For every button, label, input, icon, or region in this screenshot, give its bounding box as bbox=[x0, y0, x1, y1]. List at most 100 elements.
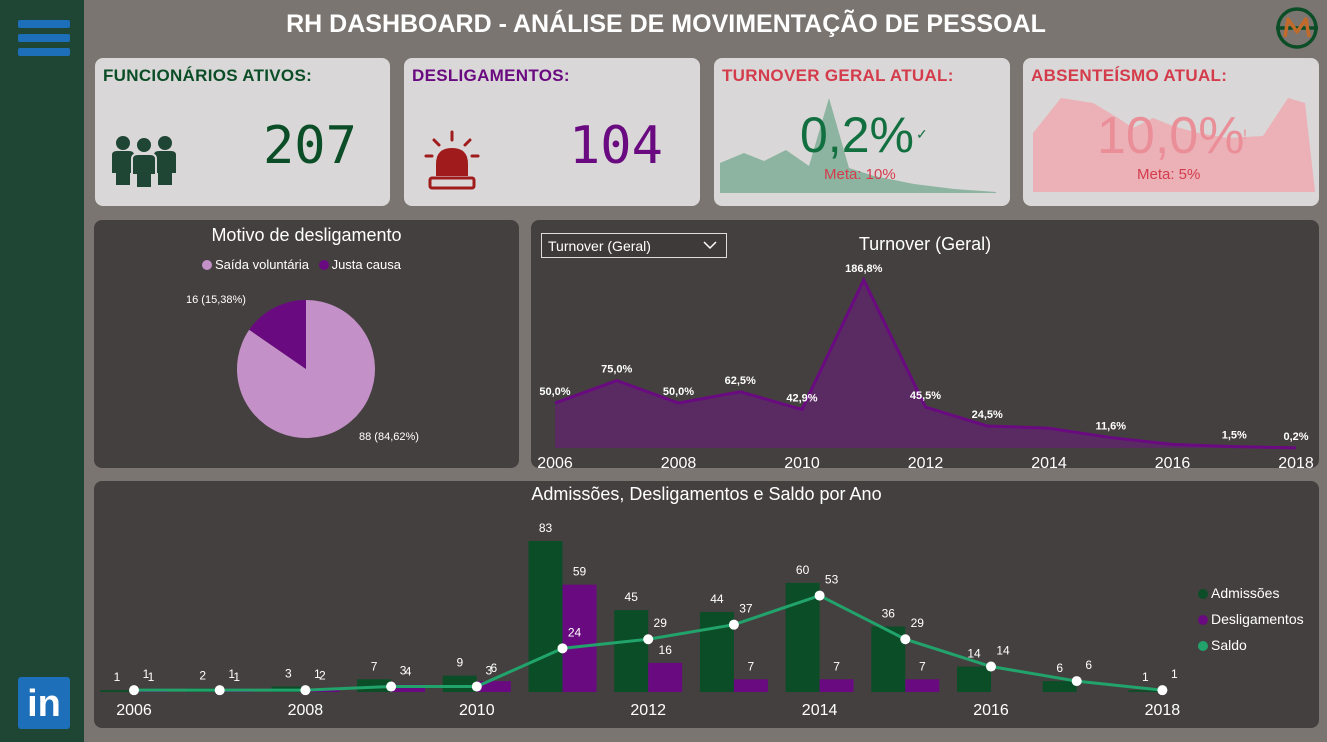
hamburger-menu-icon[interactable] bbox=[18, 20, 70, 62]
bar-dismissals[interactable] bbox=[819, 679, 854, 692]
turnover-title: Turnover (Geral) bbox=[858, 234, 992, 254]
balance-point[interactable] bbox=[129, 685, 139, 696]
bar-admissions[interactable] bbox=[785, 582, 820, 692]
bar-admissions-label: 83 bbox=[539, 521, 553, 535]
kpi-turnover-status: ✓ bbox=[916, 126, 928, 142]
turnover-data-label: 62,5% bbox=[725, 375, 756, 387]
turnover-data-label: 11,6% bbox=[1095, 421, 1126, 433]
balance-label: 29 bbox=[654, 616, 668, 630]
turnover-x-tick: 2012 bbox=[908, 455, 944, 468]
balance-point[interactable] bbox=[300, 685, 311, 696]
bar-admissions[interactable] bbox=[1042, 681, 1077, 692]
bar-dismissals[interactable] bbox=[391, 684, 426, 692]
bar-admissions[interactable] bbox=[528, 541, 563, 692]
bar-dismissals-label: 1 bbox=[148, 670, 155, 684]
bar-admissions-label: 3 bbox=[285, 667, 292, 681]
balance-label: 3 bbox=[485, 664, 492, 678]
kpi-dismissals-card: DESLIGAMENTOS: 104 bbox=[404, 58, 700, 206]
bar-admissions-label: 1 bbox=[114, 670, 121, 684]
pie-slice-just-cause[interactable] bbox=[249, 300, 306, 369]
legend-dot-voluntary bbox=[202, 260, 212, 270]
turnover-dropdown-value: Turnover (Geral) bbox=[548, 238, 651, 254]
bar-admissions-label: 60 bbox=[796, 563, 810, 577]
bar-dismissals[interactable] bbox=[476, 681, 511, 692]
bar-dismissals[interactable] bbox=[905, 679, 940, 692]
balance-point[interactable] bbox=[643, 634, 654, 645]
bar-dismissals-label: 16 bbox=[659, 643, 673, 657]
bar-dismissals-label: 1 bbox=[233, 670, 240, 684]
balance-point[interactable] bbox=[814, 590, 825, 601]
balance-label: 1 bbox=[228, 667, 235, 681]
bar-x-tick: 2008 bbox=[288, 702, 324, 719]
pie-label-just-cause: 16 (15,38%) bbox=[186, 294, 246, 306]
kpi-turnover-label: TURNOVER GERAL ATUAL: bbox=[722, 66, 954, 85]
kpi-active-value: 207 bbox=[263, 116, 357, 176]
bar-admissions[interactable] bbox=[614, 610, 649, 692]
bar-x-tick: 2012 bbox=[630, 702, 666, 719]
balance-label: 53 bbox=[825, 573, 839, 587]
bar-dismissals[interactable] bbox=[733, 679, 768, 692]
balance-point[interactable] bbox=[900, 634, 911, 645]
bar-admissions-label: 6 bbox=[1056, 661, 1063, 675]
kpi-absenteeism-card: ABSENTEÍSMO ATUAL: 10,0% ! Meta: 5% bbox=[1023, 58, 1319, 206]
alarm-siren-icon bbox=[424, 130, 480, 190]
balance-point[interactable] bbox=[386, 681, 397, 692]
bar-dismissals-label: 4 bbox=[405, 665, 412, 679]
linkedin-icon[interactable]: in bbox=[18, 677, 70, 729]
bar-x-tick: 2006 bbox=[116, 702, 152, 719]
turnover-data-label: 42,9% bbox=[786, 392, 817, 404]
turnover-x-tick: 2010 bbox=[784, 455, 820, 468]
balance-label: 6 bbox=[1085, 658, 1092, 672]
turnover-sparkline bbox=[720, 98, 996, 193]
bar-dismissals-label: 7 bbox=[748, 659, 755, 673]
turnover-area-chart: 50,0% 75,0% 50,0% 62,5% 42,9% 186,8% 45,5% 24,5… bbox=[537, 263, 1314, 468]
bar-dismissals[interactable] bbox=[562, 584, 597, 692]
page-title: RH DASHBOARD - ANÁLISE DE MOVIMENTAÇÃO D… bbox=[286, 10, 1046, 38]
bar-admissions-label: 44 bbox=[710, 592, 724, 606]
bar-admissions[interactable] bbox=[100, 690, 134, 692]
balance-point[interactable] bbox=[471, 681, 482, 692]
kpi-active-label: FUNCIONÁRIOS ATIVOS: bbox=[103, 66, 313, 85]
balance-point[interactable] bbox=[214, 685, 225, 696]
pie-chart: 16 (15,38%) 88 (84,62%) bbox=[186, 294, 419, 443]
turnover-panel: Turnover (Geral) Turnover (Geral) 50,0% 7… bbox=[531, 220, 1319, 468]
turnover-data-label: 75,0% bbox=[601, 364, 632, 376]
bar-admissions-label: 45 bbox=[625, 590, 639, 604]
people-group-icon bbox=[112, 136, 176, 188]
bar-admissions[interactable] bbox=[1128, 690, 1163, 692]
m-logo-icon bbox=[1276, 7, 1318, 49]
kpi-dismissals-label: DESLIGAMENTOS: bbox=[412, 66, 570, 85]
bar-admissions[interactable] bbox=[699, 611, 734, 692]
sidebar: in bbox=[0, 0, 84, 742]
bar-dismissals-label: 7 bbox=[919, 659, 926, 673]
turnover-data-label: 24,5% bbox=[972, 409, 1003, 421]
balance-point[interactable] bbox=[986, 661, 996, 672]
balance-label: 14 bbox=[996, 644, 1010, 658]
bar-admissions-label: 9 bbox=[456, 656, 463, 670]
bar-legend: Admissões Desligamentos Saldo bbox=[1198, 580, 1304, 658]
balance-point[interactable] bbox=[728, 619, 739, 630]
bar-admissions-label: 7 bbox=[371, 659, 378, 673]
bar-dismissals[interactable] bbox=[648, 662, 683, 692]
bar-x-tick: 2018 bbox=[1145, 702, 1181, 719]
bar-title: Admissões, Desligamentos e Saldo por Ano bbox=[531, 484, 882, 504]
balance-label: 1 bbox=[1171, 667, 1178, 681]
turnover-data-label: 45,5% bbox=[910, 390, 941, 402]
kpi-active-card: FUNCIONÁRIOS ATIVOS: 207 bbox=[95, 58, 390, 206]
pie-legend-just-cause: Justa causa bbox=[331, 257, 401, 272]
bar-admissions-label: 14 bbox=[967, 647, 981, 661]
bar-dismissals-label: 2 bbox=[319, 668, 326, 682]
legend-dismissals: Desligamentos bbox=[1198, 606, 1304, 632]
kpi-absenteeism-label: ABSENTEÍSMO ATUAL: bbox=[1031, 66, 1228, 85]
bar-admissions[interactable] bbox=[442, 675, 477, 692]
pie-label-voluntary: 88 (84,62%) bbox=[359, 431, 419, 443]
turnover-line bbox=[554, 276, 1297, 450]
absenteeism-sparkline bbox=[1033, 98, 1315, 192]
kpi-absenteeism-status: ! bbox=[1243, 126, 1247, 142]
turnover-dropdown[interactable]: Turnover (Geral) bbox=[541, 233, 727, 258]
balance-point[interactable] bbox=[1071, 676, 1082, 687]
balance-point[interactable] bbox=[557, 643, 568, 654]
turnover-data-label: 0,2% bbox=[1283, 431, 1308, 443]
bar-admissions[interactable] bbox=[957, 666, 991, 692]
balance-point[interactable] bbox=[1157, 685, 1168, 696]
